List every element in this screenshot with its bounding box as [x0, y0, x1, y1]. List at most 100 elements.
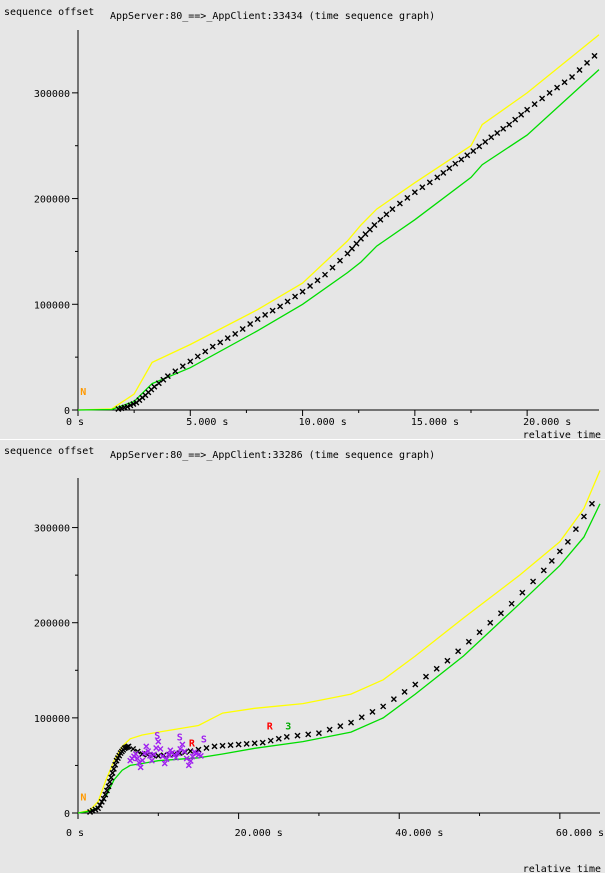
bottom-data-point: [548, 557, 555, 564]
bottom-y-tick-label: 200000: [34, 619, 70, 630]
bottom-x-tick-label: 40.000 s: [395, 828, 443, 839]
bottom-data-point: [530, 578, 537, 585]
bottom-data-point: [105, 783, 112, 790]
top-data-point: [247, 321, 254, 328]
bottom-data-point: [161, 760, 168, 767]
bottom-data-point: [148, 757, 155, 764]
bottom-data-point: [211, 743, 218, 750]
bottom-series-2-marks: [87, 500, 595, 816]
bottom-data-point: [476, 629, 483, 636]
panel-separator: [0, 439, 605, 440]
bottom-annotation-5: R: [267, 721, 274, 732]
top-data-point: [232, 330, 239, 337]
bottom-time-sequence-graph: sequence offset AppServer:80_==>_AppClie…: [0, 440, 605, 873]
top-data-point: [314, 277, 321, 284]
bottom-data-point: [183, 755, 190, 762]
bottom-data-point: [588, 500, 595, 507]
top-x-tick-label: 10.000 s: [299, 417, 347, 428]
bottom-data-point: [305, 731, 312, 738]
bottom-data-point: [203, 744, 210, 751]
bottom-data-point: [294, 732, 301, 739]
bottom-data-point: [132, 751, 139, 758]
top-x-tick-label: 5.000 s: [186, 417, 228, 428]
top-x-tick-label: 0 s: [66, 417, 84, 428]
top-data-point: [470, 148, 477, 154]
top-data-point: [561, 79, 568, 86]
bottom-data-point: [315, 730, 322, 737]
bottom-data-point: [348, 719, 355, 726]
bottom-data-point: [358, 714, 365, 721]
bottom-x-tick-label: 60.000 s: [556, 828, 604, 839]
top-data-point: [194, 353, 201, 360]
bottom-data-point: [283, 733, 290, 740]
bottom-chart-svg: sequence offset AppServer:80_==>_AppClie…: [4, 446, 604, 873]
bottom-data-point: [96, 802, 103, 809]
top-data-point: [584, 59, 591, 66]
bottom-data-point: [159, 753, 166, 760]
bottom-annotation-6: 3: [285, 721, 291, 732]
top-y-tick-label: 300000: [34, 89, 70, 100]
bottom-data-point: [125, 743, 132, 750]
bottom-data-point: [243, 740, 250, 747]
bottom-x-tick-label: 0 s: [66, 828, 84, 839]
top-data-point: [396, 200, 403, 207]
bottom-data-point: [147, 752, 154, 759]
bottom-series-1-line: [77, 503, 601, 814]
top-data-point: [476, 143, 483, 150]
bottom-data-point: [155, 738, 162, 745]
bottom-data-point: [508, 600, 515, 607]
bottom-x-tick-label: 20.000 s: [235, 828, 283, 839]
bottom-data-point: [151, 751, 158, 758]
bottom-data-point: [157, 745, 164, 752]
bottom-data-point: [556, 548, 563, 555]
top-data-point: [518, 111, 525, 118]
bottom-data-point: [235, 741, 242, 748]
top-data-point: [452, 160, 459, 167]
bottom-data-point: [259, 739, 266, 746]
bottom-data-point: [185, 762, 192, 769]
bottom-data-point: [251, 740, 258, 747]
bottom-annotation-1: S: [154, 731, 160, 742]
top-data-point: [187, 358, 194, 365]
bottom-data-point: [487, 619, 494, 626]
bottom-title: AppServer:80_==>_AppClient:33286 (time s…: [110, 450, 435, 461]
top-data-point: [217, 339, 224, 346]
top-data-point: [458, 156, 465, 163]
bottom-data-point: [103, 787, 110, 794]
top-data-point: [224, 335, 231, 342]
top-data-point: [464, 152, 471, 159]
top-data-point: [164, 373, 171, 380]
bottom-data-point: [444, 657, 451, 664]
bottom-data-point: [165, 751, 172, 758]
bottom-data-point: [326, 726, 333, 733]
top-data-point: [371, 222, 378, 228]
top-data-point: [482, 138, 489, 145]
bottom-data-point: [337, 723, 344, 730]
bottom-data-point: [465, 638, 472, 645]
bottom-series-0-line: [77, 470, 601, 814]
bottom-data-point: [106, 778, 113, 785]
top-data-point: [506, 121, 513, 128]
bottom-data-point: [179, 741, 186, 748]
top-data-point: [524, 106, 531, 113]
bottom-data-point: [108, 774, 115, 781]
bottom-data-point: [540, 567, 547, 574]
bottom-data-point: [98, 798, 105, 805]
top-data-point: [426, 179, 433, 186]
top-data-point: [292, 293, 299, 300]
bottom-data-point: [95, 805, 102, 812]
bottom-data-point: [519, 589, 526, 596]
bottom-y-tick-label: 300000: [34, 524, 70, 535]
bottom-data-point: [267, 737, 274, 744]
top-data-point: [377, 216, 384, 223]
bottom-series-3-marks: [127, 738, 204, 771]
bottom-data-point: [181, 748, 188, 755]
top-data-point: [329, 264, 336, 271]
top-data-point: [539, 95, 546, 102]
bottom-data-point: [102, 791, 109, 798]
bottom-data-point: [197, 752, 204, 759]
bottom-data-point: [145, 748, 152, 755]
top-data-point: [209, 343, 216, 350]
bottom-data-point: [100, 795, 107, 802]
bottom-data-point: [139, 757, 146, 764]
